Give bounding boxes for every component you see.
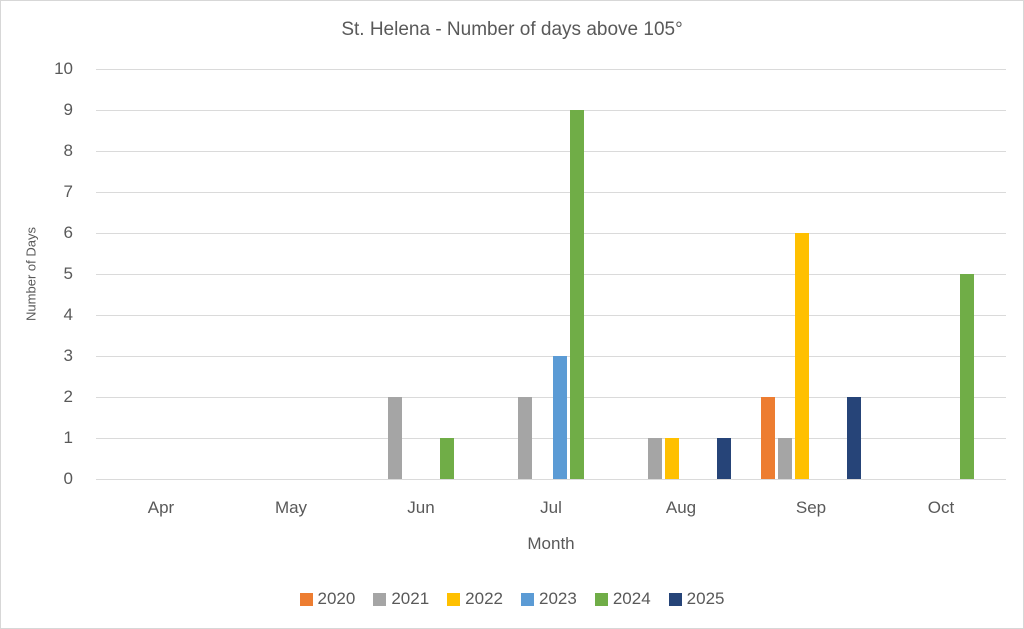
legend-swatch-icon xyxy=(594,592,608,606)
x-tick-label: Aug xyxy=(665,498,697,517)
bar-2024-jun xyxy=(439,438,454,479)
gridline xyxy=(96,110,1006,111)
y-tick-label: 4 xyxy=(63,305,73,324)
legend-swatch-icon xyxy=(668,592,682,606)
legend-swatch-icon xyxy=(373,592,387,606)
bar-2021-sep xyxy=(778,438,793,479)
legend-item-2024: 2024 xyxy=(594,589,651,609)
legend-swatch-icon xyxy=(447,592,461,606)
x-tick-label: Apr xyxy=(147,498,175,517)
gridline xyxy=(96,397,1006,398)
gridline xyxy=(96,233,1006,234)
legend-item-2021: 2021 xyxy=(373,589,429,609)
gridline xyxy=(96,315,1006,316)
gridline xyxy=(96,479,1006,480)
x-axis-tick-labels: Apr May Jun Jul Aug Sep Oct xyxy=(96,498,1006,520)
y-tick-label: 2 xyxy=(63,387,73,406)
y-tick-label: 7 xyxy=(63,182,73,201)
plot-area xyxy=(96,69,1006,480)
gridline xyxy=(96,69,1006,70)
x-tick-label: Jul xyxy=(540,498,562,517)
gridline xyxy=(96,151,1006,152)
legend-label: 2024 xyxy=(612,589,651,608)
x-tick-label: Jun xyxy=(407,498,435,517)
legend-swatch-icon xyxy=(521,592,534,606)
y-tick-label: 9 xyxy=(63,100,73,119)
x-tick-label: Sep xyxy=(795,498,827,517)
y-axis-tick-labels: 0 1 2 3 4 5 6 7 8 9 10 xyxy=(1,59,86,488)
bar-2020-sep xyxy=(760,397,775,479)
legend-label: 2021 xyxy=(391,589,430,608)
legend-item-2022: 2022 xyxy=(447,589,503,609)
y-tick-label: 6 xyxy=(63,223,73,242)
bar-2025-sep xyxy=(847,397,862,479)
gridline xyxy=(96,192,1006,193)
legend-item-2023: 2023 xyxy=(521,589,577,609)
bar-2022-aug xyxy=(665,438,680,479)
chart-title: St. Helena - Number of days above 105° xyxy=(341,19,683,40)
bar-2024-jul xyxy=(569,110,584,479)
y-tick-label: 8 xyxy=(63,141,73,160)
legend-label: 2020 xyxy=(317,589,356,608)
y-tick-label: 5 xyxy=(63,264,73,283)
legend-item-2025: 2025 xyxy=(668,589,725,609)
bar-2021-jul xyxy=(518,397,533,479)
legend-swatch-icon xyxy=(299,592,313,606)
legend-label: 2025 xyxy=(686,589,725,608)
x-tick-label: Oct xyxy=(927,498,955,517)
x-tick-label: May xyxy=(274,498,308,517)
y-tick-label: 0 xyxy=(63,469,73,488)
bar-2021-aug xyxy=(648,438,663,479)
bar-2025-aug xyxy=(717,438,732,479)
x-axis-title: Month xyxy=(527,534,575,553)
y-tick-label: 10 xyxy=(54,59,73,78)
bar-2021-jun xyxy=(388,397,403,479)
bar-2024-oct xyxy=(959,274,974,479)
legend: 2020 2021 2022 2023 2024 2025 xyxy=(1,589,1023,609)
legend-item-2020: 2020 xyxy=(299,589,356,609)
gridline xyxy=(96,274,1006,275)
gridline xyxy=(96,356,1006,357)
legend-label: 2023 xyxy=(539,589,577,608)
y-tick-label: 3 xyxy=(63,346,73,365)
y-tick-label: 1 xyxy=(63,428,73,447)
gridline xyxy=(96,438,1006,439)
bar-2022-sep xyxy=(795,233,810,479)
legend-label: 2022 xyxy=(465,589,503,608)
bar-2023-jul xyxy=(552,356,567,479)
